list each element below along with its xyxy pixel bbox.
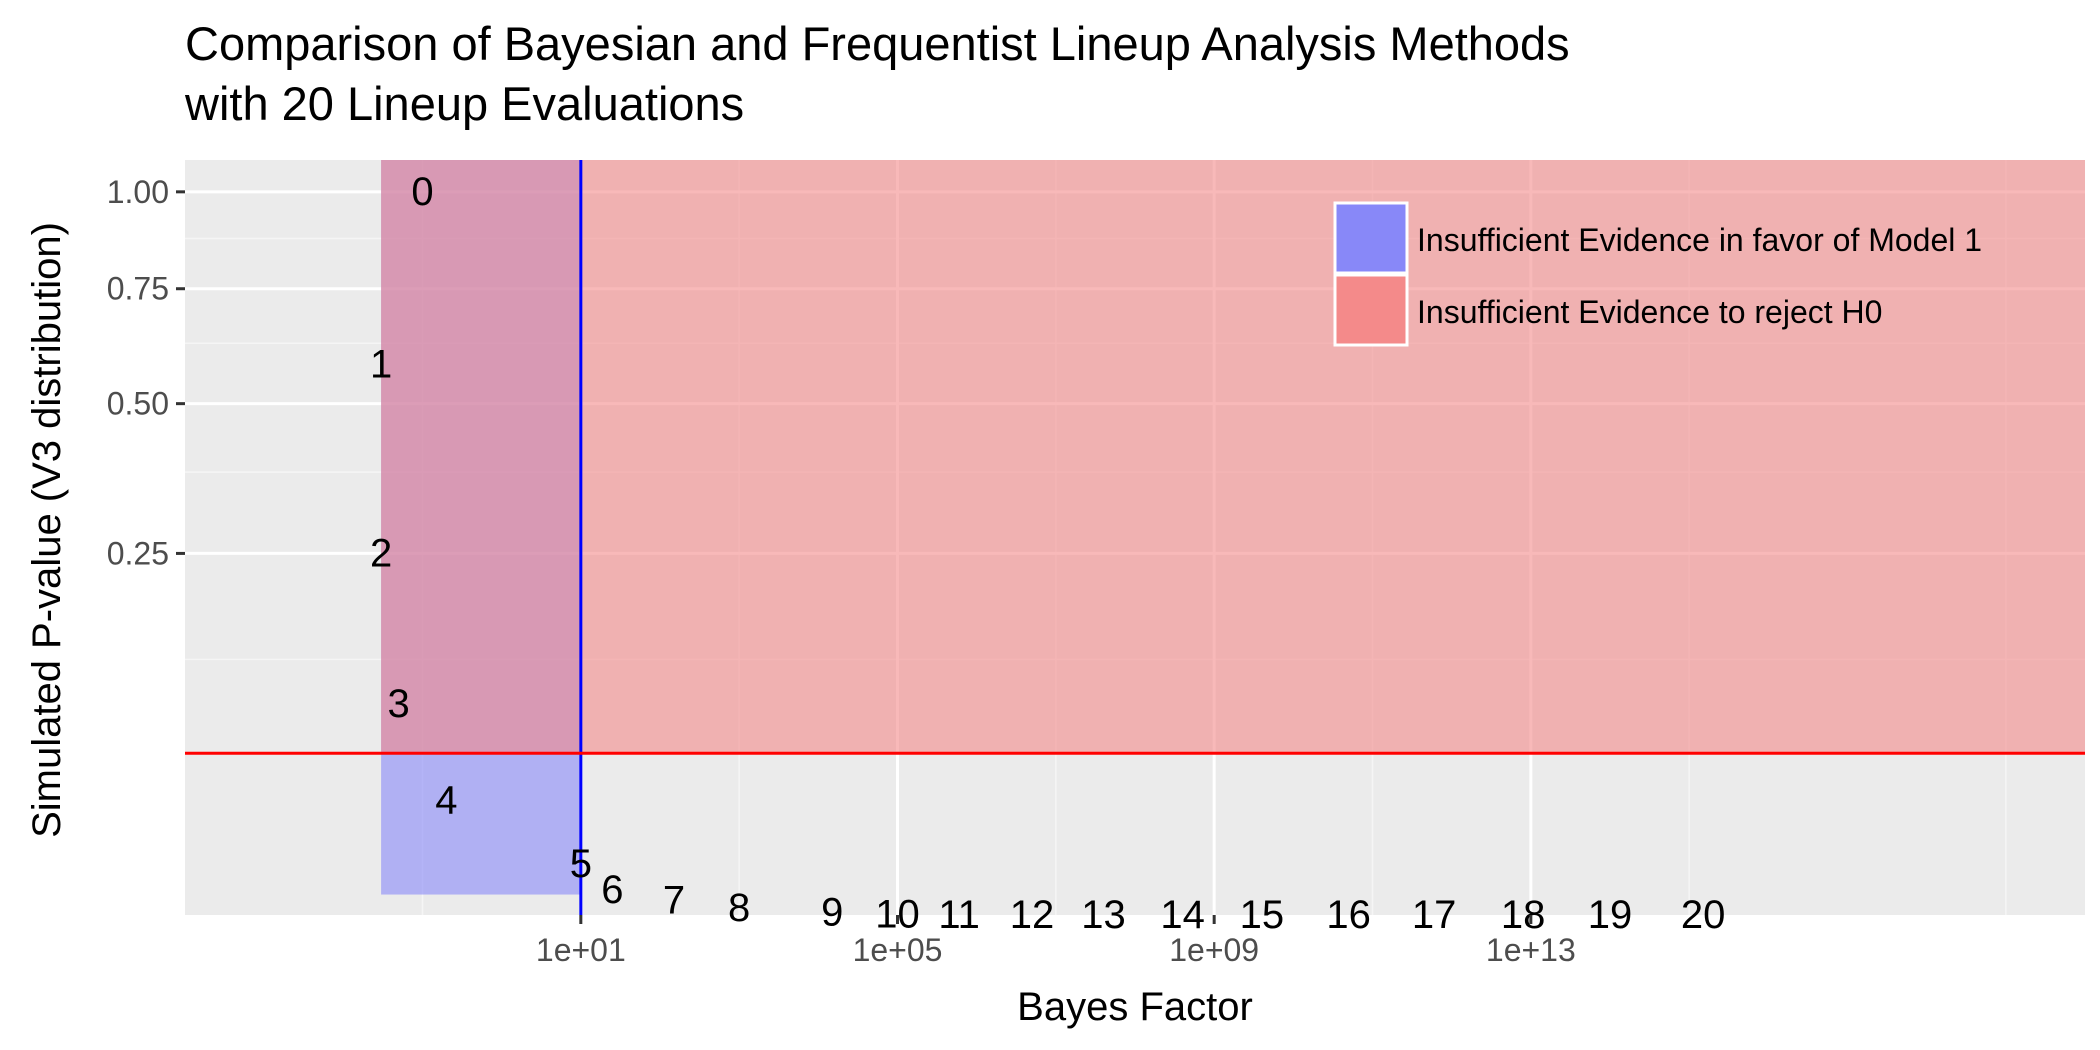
point-label-9: 9 xyxy=(821,891,843,935)
y-tick-label: 0.50 xyxy=(107,386,169,422)
y-tick-label: 0.75 xyxy=(107,271,169,307)
point-label-20: 20 xyxy=(1681,893,1726,937)
y-tick-label: 1.00 xyxy=(107,174,169,210)
legend-key-bayes xyxy=(1333,201,1409,275)
legend-key-freq xyxy=(1333,273,1409,347)
point-label-19: 19 xyxy=(1588,893,1633,937)
chart-title-line2: with 20 Lineup Evaluations xyxy=(184,77,744,130)
x-tick-label: 1e+05 xyxy=(853,932,943,968)
y-axis-title: Simulated P-value (V3 distribution) xyxy=(25,222,69,838)
point-label-13: 13 xyxy=(1081,893,1126,937)
point-label-10: 10 xyxy=(875,892,920,936)
x-tick-label: 1e+01 xyxy=(536,932,626,968)
y-axis-ticks: 0.25 0.50 0.75 1.00 xyxy=(107,174,185,571)
point-label-12: 12 xyxy=(1010,893,1055,937)
point-label-11: 11 xyxy=(938,893,980,937)
legend: Insufficient Evidence in favor of Model … xyxy=(1333,201,1982,347)
point-label-14: 14 xyxy=(1160,893,1205,937)
chart-title-line1: Comparison of Bayesian and Frequentist L… xyxy=(185,17,1570,70)
point-label-6: 6 xyxy=(601,868,623,912)
y-tick-label: 0.25 xyxy=(107,535,169,571)
x-axis-title: Bayes Factor xyxy=(1017,985,1253,1029)
point-label-17: 17 xyxy=(1412,893,1457,937)
point-label-5: 5 xyxy=(570,842,592,886)
x-axis-ticks: 1e+01 1e+05 1e+09 1e+13 xyxy=(536,915,1576,968)
legend-label-bayes: Insufficient Evidence in favor of Model … xyxy=(1417,222,1982,258)
point-label-3: 3 xyxy=(388,682,410,726)
point-label-8: 8 xyxy=(728,886,750,930)
x-tick-label: 1e+13 xyxy=(1486,932,1576,968)
point-label-2: 2 xyxy=(370,531,392,575)
point-label-0: 0 xyxy=(411,170,433,214)
x-tick-label: 1e+09 xyxy=(1169,932,1259,968)
point-label-1: 1 xyxy=(370,342,392,386)
point-label-7: 7 xyxy=(663,879,685,923)
frequentist-insufficient-region xyxy=(381,160,2085,754)
point-label-4: 4 xyxy=(435,779,457,823)
point-label-18: 18 xyxy=(1501,893,1546,937)
legend-label-freq: Insufficient Evidence to reject H0 xyxy=(1417,294,1882,330)
point-label-16: 16 xyxy=(1326,893,1371,937)
point-label-15: 15 xyxy=(1240,893,1285,937)
